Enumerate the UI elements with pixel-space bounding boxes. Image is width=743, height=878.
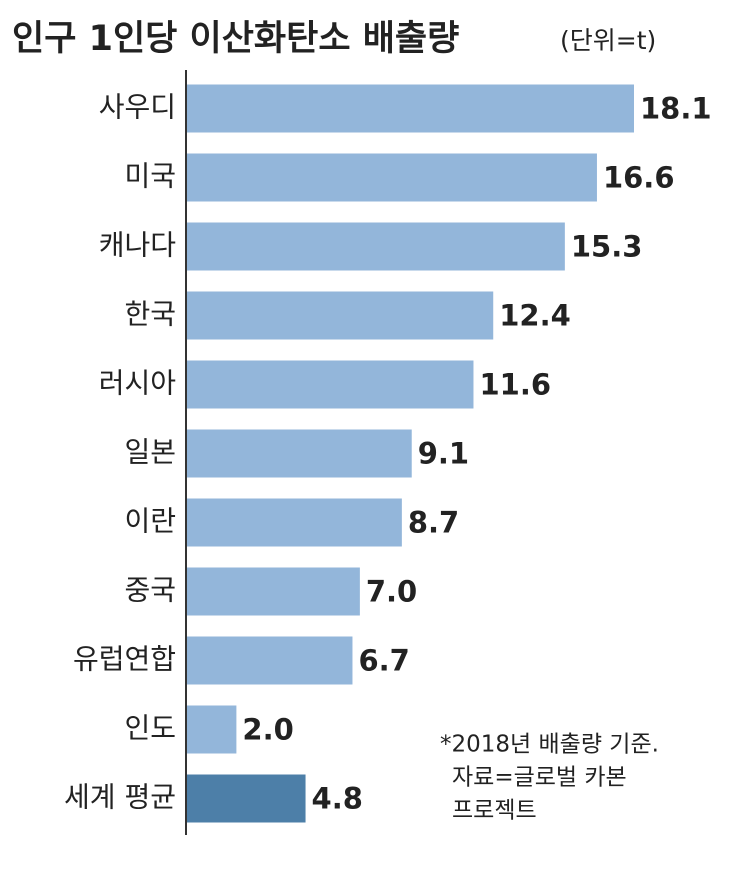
bar [187, 498, 402, 547]
annotation: 자료=글로벌 카본 [452, 765, 627, 791]
bar [187, 222, 565, 271]
bar [187, 84, 634, 133]
bar [187, 705, 237, 754]
value-label: 12.4 [499, 299, 571, 333]
value-label: 8.7 [408, 506, 459, 540]
category-label: 미국 [124, 160, 176, 193]
bar [187, 360, 474, 409]
value-label: 2.0 [242, 713, 293, 747]
category-label: 한국 [124, 298, 176, 331]
annotation: *2018년 배출량 기준. [440, 732, 659, 758]
value-label: 4.8 [312, 782, 363, 816]
chart-subtitle: (단위=t) [560, 26, 656, 55]
value-label: 11.6 [479, 368, 551, 402]
value-label: 16.6 [603, 161, 675, 195]
value-label: 7.0 [366, 575, 417, 609]
bar [187, 567, 360, 616]
bar [187, 636, 353, 685]
category-label: 러시아 [99, 367, 176, 400]
annotation: 프로젝트 [452, 798, 537, 824]
category-label: 이란 [124, 505, 176, 538]
category-label: 캐나다 [99, 229, 176, 262]
category-label: 인도 [124, 712, 176, 745]
bar [187, 774, 306, 823]
value-label: 6.7 [358, 644, 409, 678]
category-label: 유럽연합 [73, 643, 176, 676]
value-label: 9.1 [418, 437, 469, 471]
bar [187, 291, 494, 340]
bar [187, 429, 412, 478]
category-label: 일본 [124, 436, 176, 469]
category-label: 중국 [124, 574, 176, 607]
category-label: 세계 평균 [64, 781, 176, 814]
chart-title: 인구 1인당 이산화탄소 배출량 [12, 19, 459, 59]
category-label: 사우디 [99, 91, 176, 124]
value-label: 18.1 [640, 92, 712, 126]
value-label: 15.3 [571, 230, 643, 264]
bar [187, 153, 597, 202]
